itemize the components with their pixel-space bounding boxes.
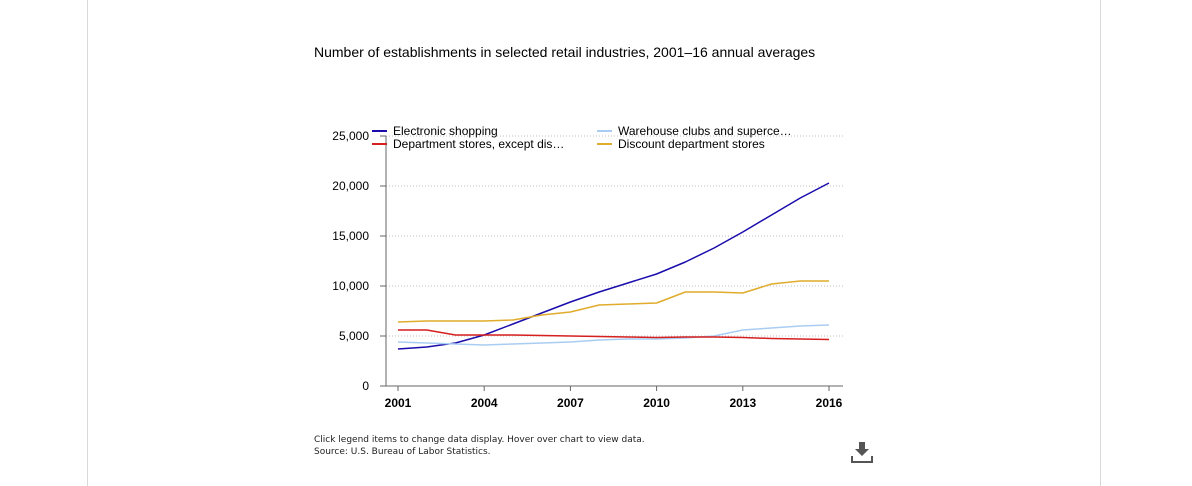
series-line[interactable] — [397, 324, 830, 346]
series-lines[interactable] — [397, 182, 830, 350]
x-tick-label: 2001 — [385, 396, 412, 410]
y-tick-label: 25,000 — [332, 129, 369, 143]
y-tick-label: 5,000 — [339, 329, 369, 343]
download-icon — [851, 442, 873, 463]
content-frame — [87, 0, 1101, 486]
axes: 0 5,000 10,000 15,000 20,000 25,000 2001 2004 20… — [332, 129, 843, 410]
y-tick-label: 0 — [362, 379, 369, 393]
chart-note: Click legend items to change data displa… — [314, 435, 645, 445]
chart-source: Source: U.S. Bureau of Labor Statistics. — [314, 447, 491, 457]
x-tick-label: 2016 — [816, 396, 843, 410]
y-tick-label: 10,000 — [332, 279, 369, 293]
x-tick-label: 2007 — [557, 396, 584, 410]
x-tick-label: 2010 — [643, 396, 670, 410]
grid — [386, 135, 843, 337]
legend[interactable]: Electronic shopping Warehouse clubs and s… — [372, 124, 792, 151]
legend-label: Warehouse clubs and superce… — [618, 124, 792, 138]
legend-item[interactable]: Discount department stores — [597, 137, 765, 151]
y-tick-label: 15,000 — [332, 229, 369, 243]
legend-item[interactable]: Electronic shopping — [372, 124, 498, 138]
series-line[interactable] — [397, 182, 830, 350]
y-tick-label: 20,000 — [332, 179, 369, 193]
legend-label: Discount department stores — [618, 137, 765, 151]
series-line[interactable] — [398, 329, 830, 341]
download-button[interactable] — [848, 438, 876, 466]
series-line[interactable] — [397, 280, 829, 323]
chart-title: Number of establishments in selected ret… — [314, 44, 816, 60]
legend-item[interactable]: Warehouse clubs and superce… — [597, 124, 792, 138]
legend-label: Electronic shopping — [393, 124, 498, 138]
legend-label: Department stores, except dis… — [393, 137, 564, 151]
legend-item[interactable]: Department stores, except dis… — [372, 137, 564, 151]
x-tick-label: 2004 — [471, 396, 498, 410]
x-tick-label: 2013 — [729, 396, 756, 410]
